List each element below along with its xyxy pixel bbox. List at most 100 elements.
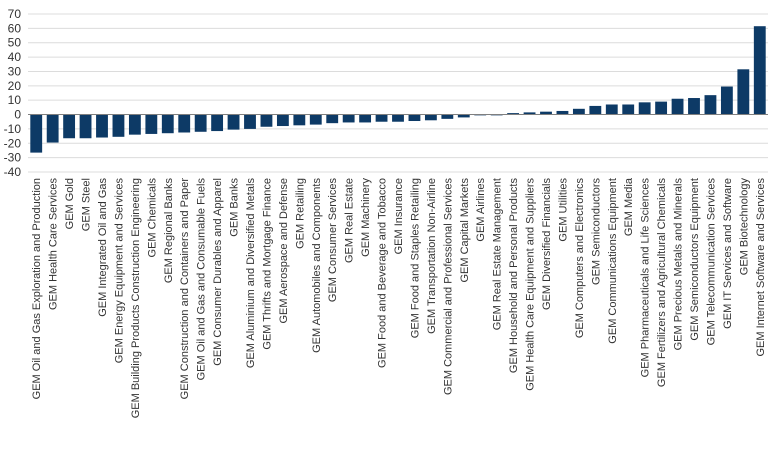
bar — [556, 110, 569, 115]
y-tick-label: 40 — [8, 50, 22, 64]
bar — [622, 104, 635, 115]
category-label: GEM Biotechnology — [738, 178, 750, 276]
category-label: GEM Aluminium and Diversified Metals — [245, 178, 257, 369]
category-label: GEM Diversified Financials — [541, 178, 553, 311]
bar — [63, 114, 76, 139]
bar — [342, 114, 355, 123]
bar — [737, 69, 750, 115]
bar — [589, 105, 602, 115]
bar — [211, 114, 224, 132]
bar — [572, 108, 585, 115]
bar — [507, 113, 520, 115]
bar — [441, 114, 454, 119]
category-label: GEM Thrifts and Mortgage Finance — [261, 178, 273, 350]
y-tick-label: 60 — [8, 21, 22, 35]
category-label: GEM Food and Beverage and Tobacco — [377, 178, 389, 368]
category-label: GEM Building Products Construction Engin… — [130, 178, 142, 418]
category-label: GEM IT Services and Software — [722, 178, 734, 329]
bar — [260, 114, 273, 127]
y-tick-label: -10 — [4, 122, 22, 136]
bar — [540, 111, 552, 115]
bar — [79, 114, 92, 139]
bar — [605, 104, 618, 115]
bar — [753, 26, 766, 115]
y-tick-label: -20 — [4, 136, 22, 150]
category-label: GEM Oil and Gas and Consumable Fuels — [196, 178, 208, 381]
y-tick-label: 10 — [8, 93, 22, 107]
bar — [194, 114, 207, 132]
bar — [457, 114, 470, 118]
category-labels: GEM Oil and Gas Exploration and Producti… — [31, 177, 767, 418]
bar — [309, 114, 322, 125]
category-label: GEM Computers and Electronics — [574, 178, 586, 339]
bar — [638, 102, 651, 115]
bar — [720, 86, 733, 115]
bar — [161, 114, 174, 134]
category-label: GEM Health Care Equipment and Suppliers — [525, 178, 537, 391]
category-label: GEM Construction and Containers and Pape… — [179, 178, 191, 400]
category-label: GEM Banks — [229, 178, 241, 237]
category-label: GEM Consumer Services — [327, 178, 339, 303]
bar — [112, 114, 125, 137]
category-label: GEM Oil and Gas Exploration and Producti… — [31, 178, 43, 399]
category-label: GEM Semiconductors — [590, 178, 602, 285]
category-label: GEM Chemicals — [146, 178, 158, 258]
category-label: GEM Energy Equipment and Services — [113, 178, 125, 364]
category-label: GEM Fertilizers and Agricultural Chemica… — [656, 178, 668, 388]
bar — [178, 114, 191, 133]
category-label: GEM Media — [623, 177, 635, 236]
bar — [375, 114, 388, 122]
category-label: GEM Consumer Durables and Apparel — [212, 178, 224, 366]
category-label: GEM Household and Personal Products — [508, 178, 520, 374]
category-label: GEM Integrated Oil and Gas — [97, 178, 109, 317]
category-label: GEM Capital Markets — [459, 178, 471, 283]
category-label: GEM Semiconductors Equipment — [689, 178, 701, 341]
category-label: GEM Commercial and Professional Services — [442, 178, 454, 396]
category-label: GEM Pharmaceuticals and Life Sciences — [640, 178, 652, 378]
category-label: GEM Airlines — [475, 178, 487, 242]
bar — [359, 114, 372, 123]
category-label: GEM Health Care Services — [48, 178, 60, 311]
category-label: GEM Food and Staples Retailing — [409, 178, 421, 338]
category-label: GEM Regional Banks — [163, 178, 175, 284]
category-label: GEM Gold — [64, 178, 76, 229]
bar — [671, 98, 684, 115]
category-label: GEM Real Estate Management — [492, 178, 504, 330]
y-tick-label: 0 — [14, 108, 21, 122]
category-label: GEM Internet Software and Services — [755, 178, 767, 357]
y-tick-label: -30 — [4, 151, 22, 165]
bar — [46, 114, 59, 143]
bar — [704, 95, 717, 115]
bar — [276, 114, 289, 127]
bars — [30, 26, 766, 153]
category-label: GEM Automobiles and Components — [311, 178, 323, 353]
category-label: GEM Telecommunication Services — [705, 178, 717, 346]
bar — [128, 114, 141, 135]
bar — [655, 101, 668, 115]
category-label: GEM Transportation Non-Airline — [426, 178, 438, 334]
category-label: GEM Communications Equipment — [607, 178, 619, 344]
y-tick-label: -40 — [4, 165, 22, 179]
category-label: GEM Machinery — [360, 178, 372, 257]
bar — [96, 114, 108, 138]
category-label: GEM Precious Metals and Minerals — [673, 178, 685, 351]
bar — [688, 98, 700, 115]
category-label: GEM Real Estate — [344, 178, 356, 263]
category-label: GEM Retailing — [294, 178, 306, 249]
y-tick-label: 20 — [8, 79, 22, 93]
bar — [293, 114, 306, 126]
bar — [392, 114, 404, 122]
bar — [424, 114, 437, 121]
bar — [227, 114, 240, 130]
bar — [244, 114, 256, 129]
category-label: GEM Steel — [81, 178, 93, 231]
bar — [408, 114, 421, 122]
y-tick-label: 30 — [8, 64, 22, 78]
category-label: GEM Insurance — [393, 178, 405, 254]
y-tick-label: 70 — [8, 7, 22, 21]
bar — [326, 114, 339, 124]
bar — [523, 112, 536, 115]
